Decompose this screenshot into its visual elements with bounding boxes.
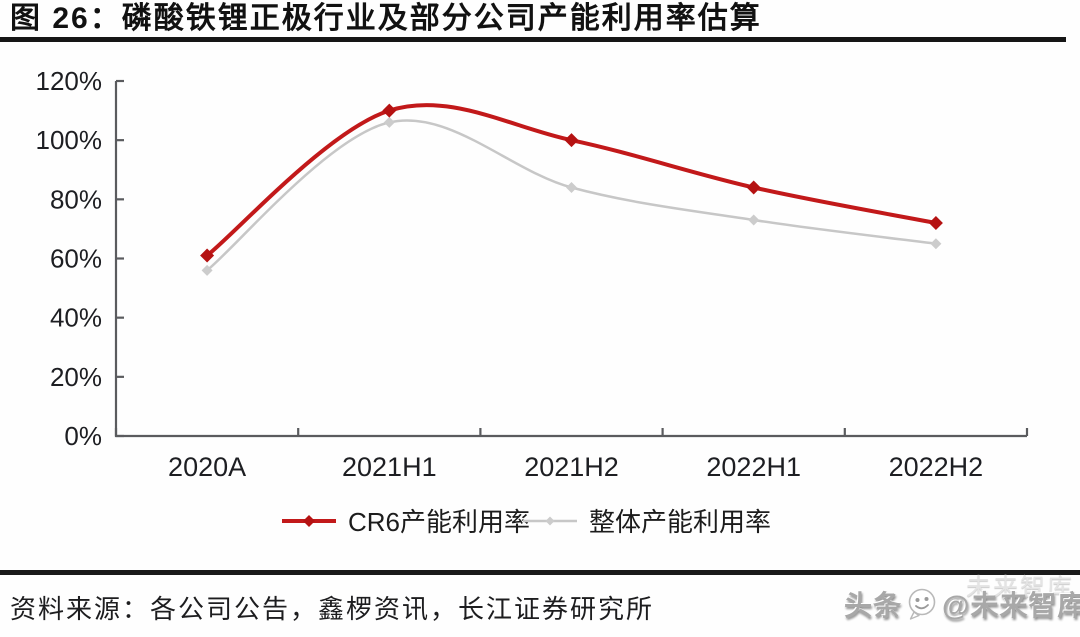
legend-label: CR6产能利用率 xyxy=(348,507,530,537)
series-marker-CR6产能利用率 xyxy=(746,180,761,195)
series-line-整体产能利用率 xyxy=(205,119,938,272)
figure-title: 图 26：磷酸铁锂正极行业及部分公司产能利用率估算 xyxy=(10,2,762,35)
source-note: 资料来源：各公司公告，鑫椤资讯，长江证券研究所 xyxy=(10,594,655,624)
series-marker-CR6产能利用率 xyxy=(564,133,579,148)
y-tick-label: 60% xyxy=(50,244,102,274)
series-line-CR6产能利用率 xyxy=(205,103,938,258)
series-marker-整体产能利用率 xyxy=(201,264,213,276)
legend-label: 整体产能利用率 xyxy=(589,507,771,537)
bottom-divider-rule xyxy=(0,570,1080,575)
series-marker-CR6产能利用率 xyxy=(200,248,215,263)
series-marker-整体产能利用率 xyxy=(383,116,395,128)
x-tick-label: 2020A xyxy=(168,452,246,482)
chat-bubble-face-icon xyxy=(905,587,939,621)
x-tick-label: 2021H1 xyxy=(342,452,437,482)
title-underline-rule xyxy=(0,37,1066,42)
x-tick-label: 2022H2 xyxy=(889,452,984,482)
x-tick-label: 2021H2 xyxy=(524,452,619,482)
chart-svg: 0% 20% 40% 60% 80% 100% 120% 2020A 2021H1 2021H2 2… xyxy=(36,66,1029,537)
series-marker-整体产能利用率 xyxy=(566,182,577,193)
y-tick-label: 120% xyxy=(36,66,103,96)
y-tick-label: 20% xyxy=(50,362,102,392)
series-marker-CR6产能利用率 xyxy=(928,216,943,230)
series-marker-CR6产能利用率 xyxy=(382,103,397,118)
y-tick-label: 100% xyxy=(36,125,103,155)
series-marker-整体产能利用率 xyxy=(748,214,760,226)
legend-swatch-marker xyxy=(303,515,315,527)
watermark-ghost-text: 未来智库 xyxy=(965,574,1074,602)
watermark-platform-label: 头条 xyxy=(844,590,903,621)
watermark-row: 头条 @未来智库 xyxy=(844,584,1080,624)
watermark: 未来智库 头条 @未来智库 xyxy=(844,571,1080,635)
watermark-handle: @未来智库 xyxy=(942,590,1080,621)
series-marker-整体产能利用率 xyxy=(930,238,942,250)
y-tick-label: 40% xyxy=(50,303,102,333)
legend-swatch-marker xyxy=(545,516,555,526)
y-tick-label: 0% xyxy=(64,421,102,451)
x-tick-label: 2022H1 xyxy=(706,452,801,482)
y-tick-label: 80% xyxy=(50,184,102,214)
